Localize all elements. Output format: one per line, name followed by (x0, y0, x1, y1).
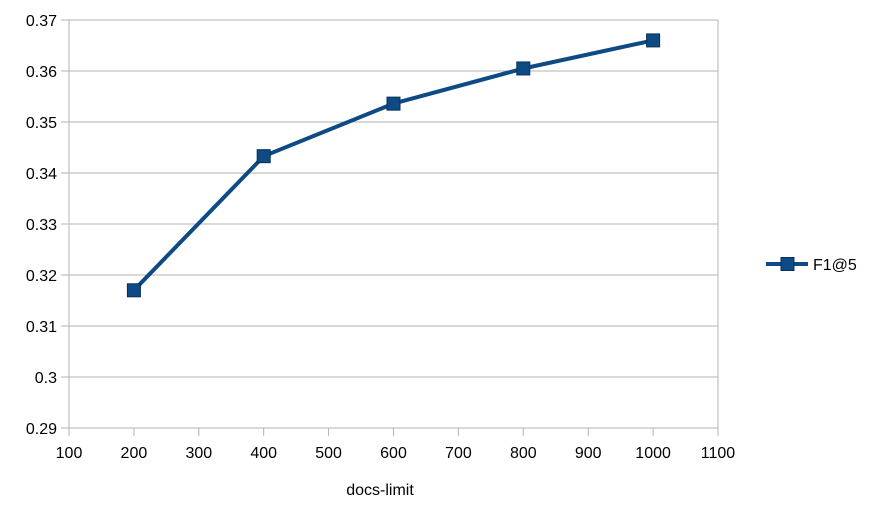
x-tick-label: 400 (250, 445, 277, 462)
legend: F1@5 (766, 257, 857, 274)
x-tick-label: 600 (380, 445, 407, 462)
data-point (126, 283, 141, 298)
data-point (646, 33, 661, 48)
x-tick-label: 300 (185, 445, 212, 462)
x-axis-title: docs-limit (346, 482, 414, 499)
x-tick-labels: 100 200 300 400 500 600 700 800 900 1000 1100 (56, 445, 736, 462)
axes (61, 19, 719, 436)
y-tick-label: 0.33 (26, 217, 57, 234)
x-tick-label: 200 (121, 445, 148, 462)
y-tick-label: 0.29 (26, 421, 57, 438)
y-tick-label: 0.36 (26, 64, 57, 81)
x-tick-label: 1000 (635, 445, 671, 462)
series-line (132, 38, 654, 292)
x-tick-label: 800 (510, 445, 537, 462)
y-tick-label: 0.32 (26, 268, 57, 285)
x-tick-label: 100 (56, 445, 83, 462)
legend-label: F1@5 (813, 257, 857, 274)
y-tick-label: 0.31 (26, 319, 57, 336)
x-tick-label: 1100 (701, 445, 736, 462)
x-tick-label: 900 (575, 445, 602, 462)
y-tick-label: 0.35 (26, 115, 57, 132)
data-point (256, 149, 271, 164)
x-tick-label: 500 (315, 445, 342, 462)
gridlines (69, 19, 718, 429)
data-point (516, 61, 531, 76)
y-tick-label: 0.34 (26, 166, 57, 183)
y-tick-labels: 0.29 0.3 0.31 0.32 0.33 0.34 0.35 0.36 0.37 (26, 13, 57, 438)
x-tick-label: 700 (445, 445, 472, 462)
series-layer (126, 33, 661, 298)
y-tick-label: 0.3 (35, 370, 57, 387)
data-point (386, 96, 401, 111)
y-tick-label: 0.37 (26, 13, 57, 30)
legend-swatch-marker (780, 257, 795, 271)
